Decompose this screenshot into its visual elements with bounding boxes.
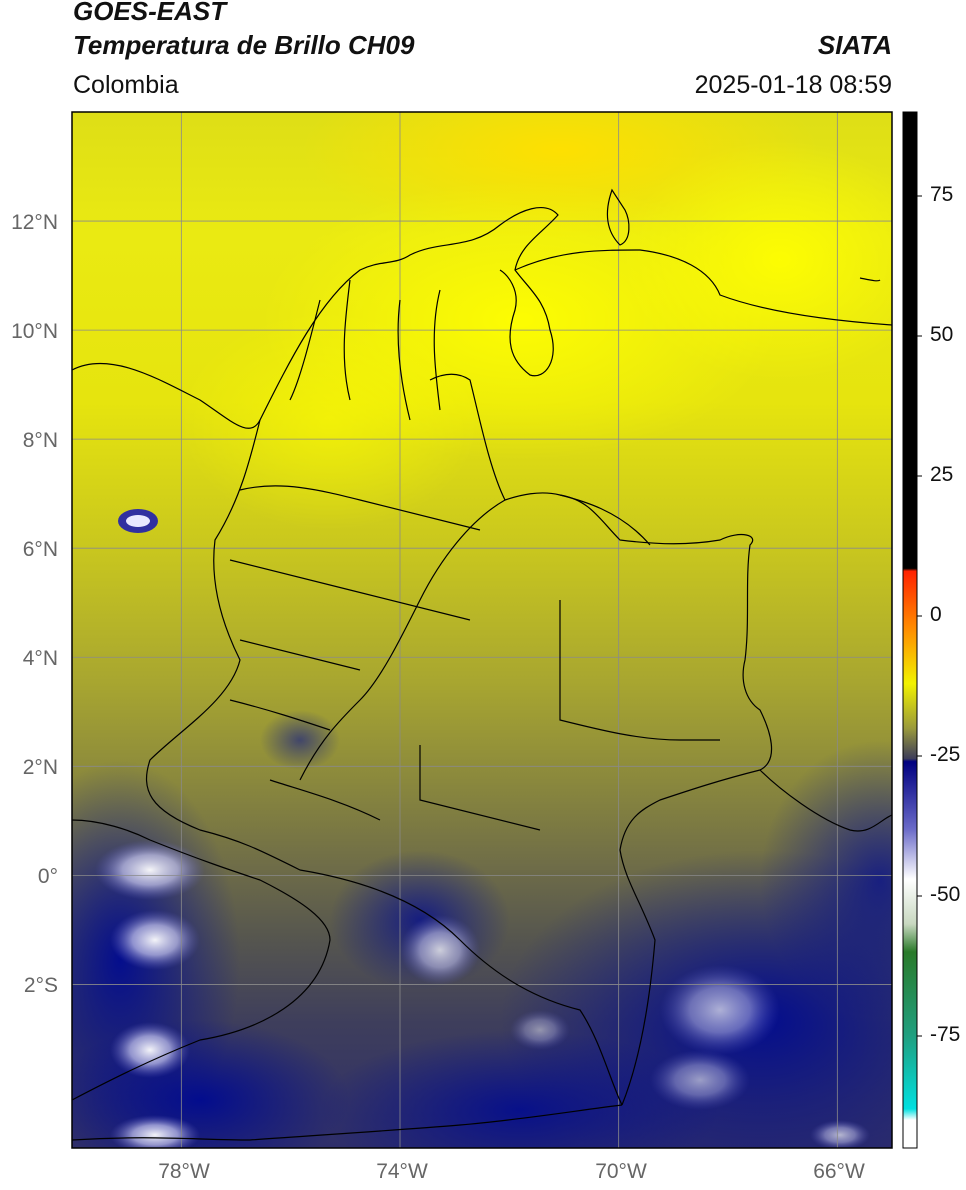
colorbar-tick-label: 0 [930, 603, 942, 626]
lat-label: 12°N [11, 211, 58, 234]
country-borders [72, 188, 892, 1141]
colorbar-tick-label: 75 [930, 183, 954, 206]
colorbar-tick-label: -50 [930, 883, 961, 906]
lat-label: 2°N [22, 756, 58, 779]
colorbar-fill [903, 112, 917, 1148]
region-label: Colombia [73, 71, 179, 99]
lat-label: 10°N [11, 320, 58, 343]
lat-label: 4°N [22, 647, 58, 670]
lat-label: 6°N [22, 538, 58, 561]
colorbar-frame [902, 111, 918, 1149]
colorbar-tick-label: 50 [930, 323, 954, 346]
colorbar-ticks [917, 195, 922, 1037]
lon-label: 74°W [376, 1160, 428, 1183]
colorbar-tick-label: -75 [930, 1023, 961, 1046]
lon-label: 70°W [595, 1160, 647, 1183]
lat-label: 0° [37, 865, 58, 888]
timestamp-label: 2025-01-18 08:59 [694, 71, 892, 99]
lon-label: 66°W [813, 1160, 865, 1183]
colorbar-tick-label: -25 [930, 743, 961, 766]
colorbar-tick-label: 25 [930, 463, 954, 486]
graticule [72, 112, 892, 1148]
lat-label: 2°S [23, 974, 58, 997]
brightness-temperature-field [72, 112, 892, 1148]
lat-label: 8°N [22, 429, 58, 452]
lon-label: 78°W [158, 1160, 210, 1183]
brand-label: SIATA [817, 30, 892, 60]
title-satellite: GOES-EAST [73, 0, 227, 26]
map-frame [71, 111, 893, 1149]
title-product: Temperatura de Brillo CH09 [73, 30, 415, 60]
